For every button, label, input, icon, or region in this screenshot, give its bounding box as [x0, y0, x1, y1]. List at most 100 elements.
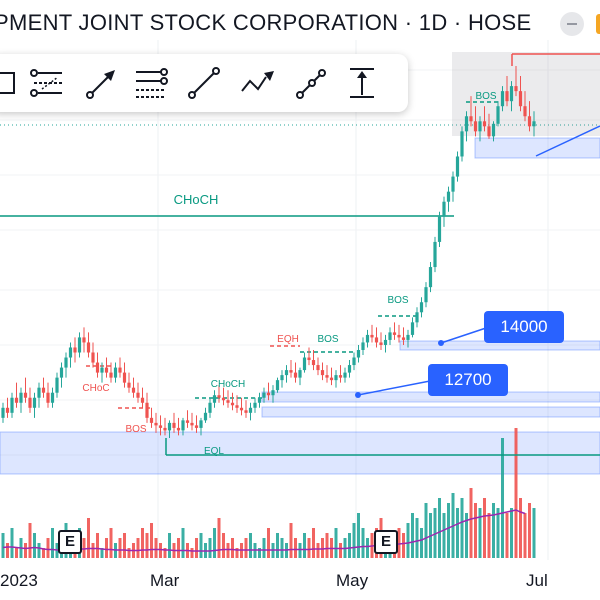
candle: [244, 410, 248, 413]
side-panel-tab[interactable]: [596, 14, 600, 34]
candle: [473, 121, 478, 132]
candle: [514, 86, 518, 92]
volume-bar: [532, 508, 536, 558]
candle: [64, 357, 68, 368]
candle: [397, 334, 401, 338]
volume-bar: [316, 543, 320, 558]
volume-bar: [469, 488, 473, 558]
volume-bar: [136, 538, 140, 558]
candle: [401, 337, 406, 340]
candles: [1, 66, 536, 438]
volume-bar: [177, 538, 180, 558]
x-axis-label: May: [336, 571, 369, 590]
volume-bar: [438, 498, 441, 558]
earnings-badge[interactable]: E: [58, 530, 82, 554]
candle: [532, 121, 536, 127]
candle: [154, 422, 158, 426]
candle: [109, 372, 113, 378]
rectangle-icon[interactable]: [0, 63, 28, 103]
candle: [212, 395, 217, 403]
candle: [496, 106, 500, 124]
volume-bar: [483, 498, 486, 558]
candle: [199, 420, 203, 428]
candle: [145, 402, 149, 418]
volume-bar: [244, 538, 248, 558]
volume-bar: [100, 548, 104, 558]
candle: [518, 91, 523, 107]
candle: [230, 402, 235, 406]
candle: [293, 372, 298, 378]
volume-bar: [181, 528, 185, 558]
volume-bar: [231, 538, 234, 558]
volume-bar: [109, 528, 113, 558]
candle: [491, 123, 496, 137]
candle: [100, 367, 104, 373]
structure-labels: CHoCH CHoC CHoCH BOS BOS BOS BOS EQH EQL: [82, 91, 497, 457]
candle: [14, 397, 19, 403]
candle: [235, 405, 239, 408]
volume-bar: [307, 538, 311, 558]
volume-bar: [411, 513, 414, 558]
candle: [329, 377, 334, 381]
candle: [190, 422, 194, 426]
demand-zone: [474, 137, 600, 159]
candle: [383, 339, 388, 345]
volume-bar: [127, 548, 131, 558]
parallel-channel-icon[interactable]: [290, 63, 330, 103]
arrow-line-icon[interactable]: [82, 63, 122, 103]
candle: [343, 372, 347, 378]
minimize-icon[interactable]: [560, 12, 584, 36]
eql-label: EQL: [204, 446, 224, 457]
candle: [226, 400, 230, 403]
earnings-badge[interactable]: E: [374, 530, 398, 554]
volume-bar: [361, 528, 365, 558]
volume-bar: [492, 503, 495, 558]
volume-bar: [96, 533, 99, 558]
volume-bar: [208, 538, 212, 558]
volume-bar: [510, 508, 513, 558]
candle: [500, 91, 505, 107]
candle: [86, 342, 91, 353]
candle: [379, 342, 383, 345]
volume-bar: [505, 513, 509, 558]
fib-extension-icon[interactable]: [130, 63, 170, 103]
volume-bar: [145, 533, 149, 558]
candle: [298, 370, 302, 378]
price-callout-upper[interactable]: 14000: [484, 311, 564, 343]
candle: [509, 86, 514, 102]
candle: [50, 392, 55, 403]
volume-bar: [420, 528, 423, 558]
candle: [356, 349, 361, 358]
volume-bar: [262, 538, 266, 558]
candle: [32, 397, 37, 408]
volume-bar: [6, 543, 9, 558]
candle: [307, 357, 311, 361]
price-callout-lower[interactable]: 12700: [428, 364, 508, 396]
volume-bar: [478, 508, 482, 558]
volume-bar: [325, 533, 329, 558]
volume-bar: [433, 508, 437, 558]
candle: [113, 367, 118, 378]
candle: [370, 334, 374, 338]
volume-bar: [10, 528, 14, 558]
candle: [478, 121, 482, 132]
candle: [302, 357, 307, 371]
volume-bar: [514, 428, 518, 558]
candle: [203, 412, 208, 421]
measure-icon[interactable]: [342, 63, 382, 103]
volume-bar: [501, 438, 504, 558]
volume-bar: [249, 533, 252, 558]
candle: [68, 347, 73, 358]
volume-bar: [339, 543, 342, 558]
trend-line-icon[interactable]: [184, 63, 224, 103]
candle: [316, 365, 320, 371]
path-icon[interactable]: [238, 63, 278, 103]
fib-retracement-icon[interactable]: [28, 63, 68, 103]
candle: [280, 375, 284, 381]
volume-bar: [496, 508, 500, 558]
volume-bar: [460, 498, 464, 558]
volume-bar: [217, 518, 221, 558]
drawing-toolbar: [0, 54, 408, 112]
volume-bar: [226, 543, 230, 558]
